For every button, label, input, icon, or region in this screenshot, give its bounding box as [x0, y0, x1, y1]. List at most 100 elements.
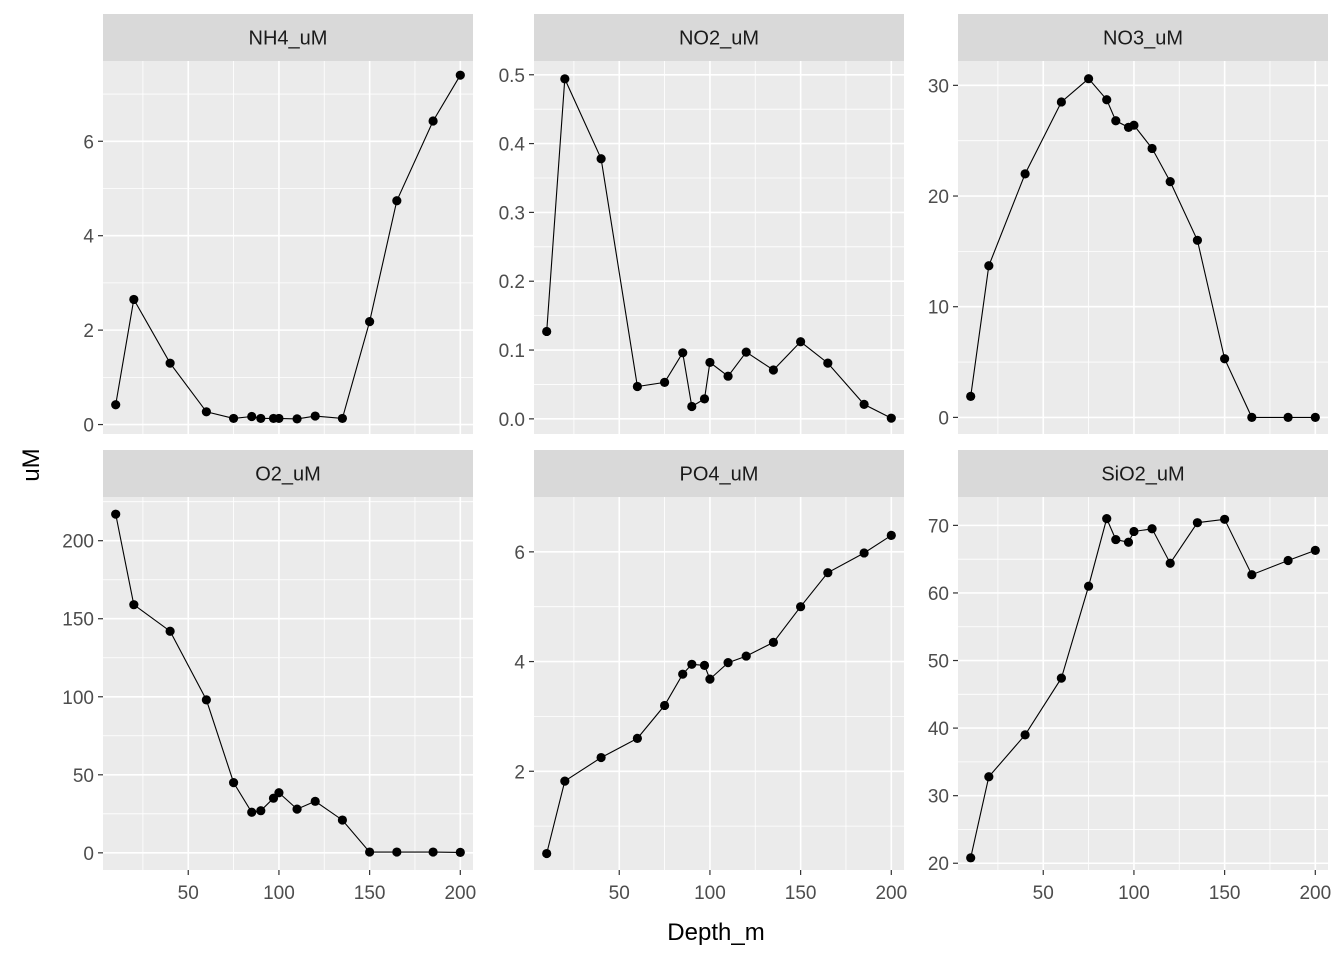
data-point [1056, 97, 1066, 107]
x-tick-label: 150 [354, 883, 386, 904]
data-point [859, 399, 869, 410]
facet-panel: NH4_uM 0 2 4 6 [83, 14, 473, 437]
data-point [392, 847, 402, 857]
data-point [428, 116, 438, 126]
data-point [165, 358, 175, 368]
panel-background [103, 61, 473, 434]
data-point [337, 815, 348, 825]
y-tick-label: 4 [514, 653, 525, 674]
data-point [823, 568, 833, 578]
data-point [228, 413, 239, 424]
facet-panel: NO2_uM 0.0 0.1 0.2 0.3 0.4 0.5 [499, 14, 904, 434]
facet-strip-label: NO2_uM [679, 28, 759, 50]
data-point [1310, 545, 1320, 555]
facet-strip [958, 14, 1328, 61]
data-point [1083, 74, 1094, 84]
data-point [365, 317, 375, 327]
data-point [596, 154, 606, 164]
data-point [1129, 120, 1139, 130]
y-tick-label: 200 [62, 532, 94, 553]
facet-strip [103, 14, 473, 61]
data-point [659, 700, 670, 711]
y-tick-label: 2 [83, 321, 94, 342]
data-point [455, 847, 465, 857]
data-point [256, 413, 266, 424]
data-point [596, 752, 606, 763]
data-point [678, 669, 688, 679]
data-point [1220, 354, 1230, 364]
y-tick-label: 0.3 [499, 203, 525, 224]
data-point [1056, 673, 1066, 683]
data-point [823, 358, 833, 368]
facet-panel: SiO2_uM 20 30 40 50 60 70 50 100 150 200 [928, 450, 1331, 904]
data-point [966, 391, 976, 401]
data-point [228, 778, 239, 788]
y-tick-label: 10 [928, 298, 949, 319]
x-tick-label: 100 [263, 883, 295, 904]
data-point [741, 651, 751, 661]
y-tick-label: 70 [928, 516, 949, 537]
data-point [1147, 143, 1157, 154]
data-point [1147, 524, 1157, 534]
data-point [1247, 570, 1257, 580]
data-point [1283, 412, 1293, 422]
data-point [705, 357, 715, 368]
data-point [247, 807, 257, 817]
facet-strip-label: NO3_uM [1103, 28, 1183, 50]
data-point [165, 626, 175, 636]
data-point [201, 407, 211, 417]
y-tick-label: 0.1 [499, 341, 525, 362]
data-point [310, 411, 320, 421]
panel-background [958, 61, 1328, 434]
facet-strip-label: NH4_uM [249, 28, 328, 50]
data-point [886, 413, 896, 423]
data-point [201, 695, 211, 705]
data-point [129, 294, 139, 305]
data-point [1220, 514, 1230, 524]
y-tick-label: 0 [938, 408, 949, 429]
y-tick-label: 4 [83, 227, 94, 248]
data-point [699, 394, 710, 404]
x-tick-label: 200 [1299, 883, 1331, 904]
facet-strip [534, 450, 904, 497]
data-point [455, 70, 465, 80]
data-point [111, 509, 121, 519]
data-point [699, 660, 710, 670]
x-tick-label: 150 [1209, 883, 1241, 904]
y-tick-label: 50 [73, 766, 94, 787]
data-point [659, 377, 670, 387]
facet-panel: NO3_uM 0 10 20 30 [928, 14, 1328, 434]
x-tick-label: 50 [609, 883, 630, 904]
y-tick-label: 20 [928, 854, 949, 875]
data-point [274, 788, 284, 798]
y-axis-title: uM [18, 448, 45, 481]
data-point [256, 806, 266, 816]
facet-strip-label: SiO2_uM [1101, 464, 1184, 486]
data-point [984, 261, 994, 271]
y-tick-label: 0.0 [499, 410, 525, 431]
data-point [111, 400, 121, 410]
series-line [546, 78, 892, 419]
data-point [1111, 534, 1121, 545]
data-point [560, 74, 570, 84]
x-tick-label: 50 [178, 883, 199, 904]
data-point [1111, 116, 1121, 126]
y-tick-label: 150 [62, 610, 94, 631]
data-point [274, 413, 284, 424]
x-axis-title: Depth_m [667, 919, 764, 946]
data-point [1192, 518, 1203, 528]
data-point [310, 796, 320, 806]
x-tick-label: 100 [694, 883, 726, 904]
data-point [1247, 412, 1257, 422]
data-point [796, 602, 806, 612]
data-point [1083, 581, 1094, 591]
y-tick-label: 40 [928, 719, 949, 740]
data-point [337, 413, 348, 424]
y-tick-label: 6 [83, 132, 94, 153]
data-point [1283, 555, 1293, 566]
data-point [542, 848, 552, 859]
y-tick-label: 60 [928, 584, 949, 605]
data-point [1020, 730, 1030, 740]
data-point [966, 853, 976, 863]
